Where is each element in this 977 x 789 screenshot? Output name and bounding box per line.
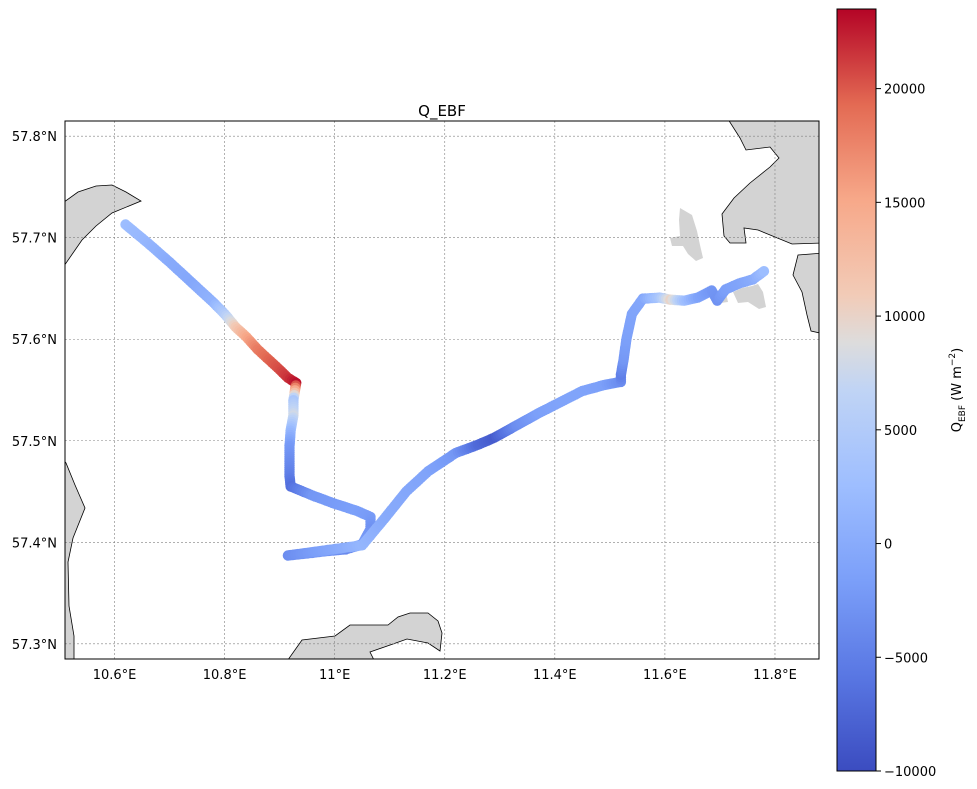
colorbar-tick-label: 15000 — [884, 196, 925, 211]
plot-background — [65, 121, 819, 659]
land-northwest-coast — [65, 184, 142, 266]
colorbar-label: QEBF (W m−2) — [948, 348, 968, 433]
land-south-island — [288, 612, 443, 659]
x-tick-label: 11.2°E — [423, 668, 467, 683]
y-tick-label: 57.8°N — [12, 130, 57, 145]
ship-track — [120, 219, 770, 561]
land-northeast-coast — [721, 121, 819, 245]
colorbar-tick-label: −10000 — [884, 765, 936, 780]
y-tick-label: 57.7°N — [12, 232, 57, 247]
colorbar-tick-label: 20000 — [884, 83, 925, 98]
y-tick-label: 57.4°N — [12, 536, 57, 551]
y-axis-ticks: 57.3°N 57.4°N 57.5°N 57.6°N 57.7°N 57.8°N — [12, 130, 57, 653]
y-tick-label: 57.6°N — [12, 333, 57, 348]
colorbar-tick-label: 5000 — [884, 424, 917, 439]
colorbar-tick-label: −5000 — [884, 651, 928, 666]
x-axis-ticks: 10.6°E 10.8°E 11°E 11.2°E 11.4°E 11.6°E 11.8°E — [93, 668, 797, 683]
plot-frame — [64, 120, 820, 660]
colorbar-tick-label: 0 — [884, 538, 892, 553]
colorbar-tick-label: 10000 — [884, 310, 925, 325]
y-tick-label: 57.5°N — [12, 435, 57, 450]
map-title: Q_EBF — [418, 102, 466, 121]
colorbar — [836, 8, 877, 772]
x-tick-label: 10.8°E — [203, 668, 247, 683]
land-east-coast — [792, 252, 819, 334]
gridlines — [65, 121, 819, 659]
y-tick-label: 57.3°N — [12, 638, 57, 653]
land-west-coast — [65, 461, 86, 659]
x-tick-label: 11.4°E — [533, 668, 577, 683]
x-tick-label: 10.6°E — [93, 668, 137, 683]
x-tick-label: 11.6°E — [643, 668, 687, 683]
track-point — [758, 266, 770, 277]
land-masses — [65, 121, 819, 659]
island-east-cluster — [733, 284, 766, 309]
x-tick-label: 11.8°E — [753, 668, 797, 683]
island-north-large — [670, 208, 703, 261]
x-tick-label: 11°E — [319, 668, 350, 683]
map-plot-area — [65, 121, 819, 659]
colorbar-ticks: −10000 −5000 0 5000 10000 15000 20000 — [876, 83, 936, 780]
